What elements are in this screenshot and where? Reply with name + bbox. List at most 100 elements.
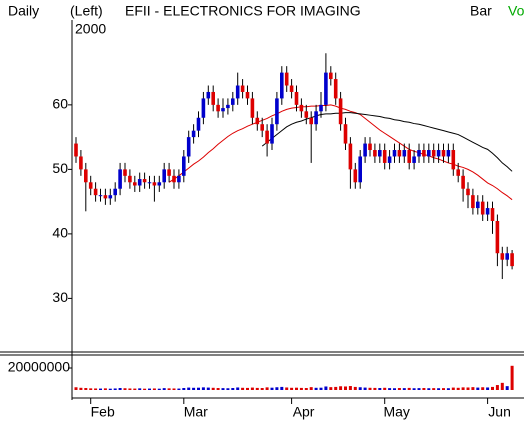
candle-body [270,124,274,144]
candle-body [338,98,343,125]
volume-bar [486,387,490,390]
candle-body [289,85,294,92]
candle-body [211,91,215,105]
candle-body [363,143,367,157]
volume-bar [353,386,357,390]
volume-bar [79,387,83,390]
volume-bar [133,388,137,390]
volume-bar [221,388,225,390]
volume-bar [89,388,93,390]
candle-body [299,104,304,112]
candle-body [314,111,318,125]
volume-bar [397,388,401,390]
candle-body [441,150,446,157]
volume-bar [118,388,122,390]
candle-body [329,72,333,80]
candle-body [309,117,313,125]
volume-bar [128,388,132,390]
candle-body [397,150,402,157]
candle-body [191,130,196,138]
candle-body [324,72,328,105]
volume-bar [378,388,382,390]
volume-bar [211,387,215,390]
candle-body [186,137,191,157]
candle-body [152,182,157,186]
candle-body [412,156,416,163]
volume-bar [295,387,298,390]
volume-bar [197,387,200,390]
candle-body [216,104,220,112]
candle-body [226,104,230,109]
y2-tick-label: 20000000 [8,359,71,375]
candle-body [206,91,211,99]
volume-bar [505,386,509,390]
candle-body [250,98,255,118]
volume-bar [476,387,480,390]
candle-body [505,253,509,260]
volume-bar [167,388,171,390]
candle-body [137,179,142,186]
volume-bar [260,388,264,390]
candle-body [343,124,348,144]
volume-bar [422,388,426,390]
volume-bar [108,388,112,390]
candle-body [113,188,117,196]
candle-body [427,150,431,157]
candle-body [451,150,456,170]
candle-body [98,195,103,197]
candle-body [446,150,451,157]
candle-body [485,208,490,215]
x-tick-label: May [383,404,409,420]
volume-bar [299,387,303,390]
volume-bar [324,386,328,390]
candle-body [118,169,122,189]
candle-body [157,182,162,186]
volume-bar [138,388,142,390]
candle-body [93,188,98,196]
indicator-label: Vo [508,3,524,19]
volume-bar [290,387,294,390]
volume-bar [148,388,151,390]
volume-bar [113,388,117,390]
candle-body [407,150,411,163]
chart-title: EFII - ELECTRONICS FOR IMAGING [125,3,361,19]
candle-body [265,130,269,144]
candle-body [304,111,309,118]
candle-body [500,253,505,260]
candle-body [319,104,323,112]
volume-bar [363,387,367,390]
volume-bar [275,387,279,390]
candle-body [348,143,353,170]
volume-bar [255,387,259,390]
candle-body [245,91,250,99]
candle-body [177,175,181,183]
volume-bar [417,388,421,390]
volume-bar [231,388,235,390]
year-label: 2000 [75,21,106,37]
volume-bar [402,388,406,390]
candle-body [392,150,397,157]
candle-body [275,98,279,125]
candle-body [142,179,147,183]
candle-body [495,220,500,254]
x-tick-label: Jun [488,404,511,420]
scale-side-label: (Left) [70,3,103,19]
candle-body [182,156,186,176]
candle-body [368,143,372,151]
volume-bar [226,388,230,390]
volume-bar [471,387,475,390]
candle-body [167,169,171,176]
candle-body [255,117,260,125]
volume-bar [481,387,485,390]
volume-bar [152,388,156,390]
volume-bar [309,387,313,390]
candle-body [431,150,436,157]
candle-body [333,79,338,99]
volume-bar [358,387,362,390]
volume-bar [216,388,220,390]
volume-bar [265,387,269,390]
volume-bar [412,388,416,390]
y-tick-label: 30 [52,289,68,305]
candle-body [417,150,421,157]
volume-bar [348,386,352,390]
